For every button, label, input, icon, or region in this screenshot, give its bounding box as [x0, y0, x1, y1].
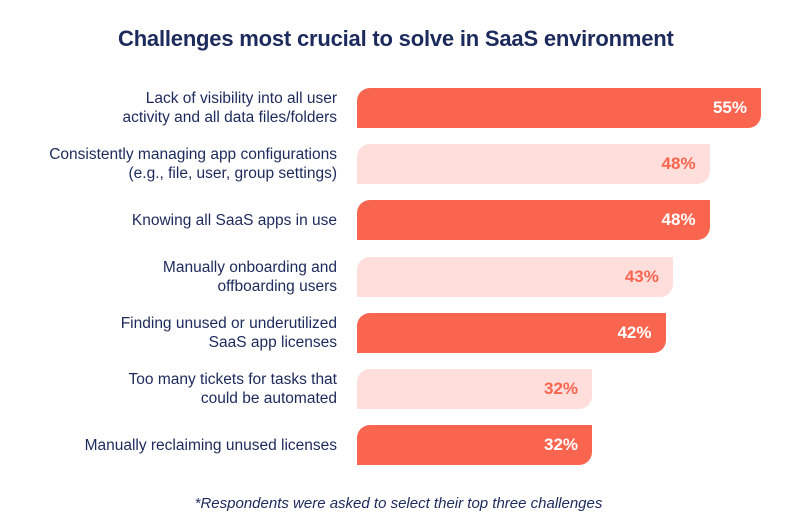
bar	[357, 425, 593, 466]
value-label: 32%	[544, 435, 579, 455]
value-label: 32%	[544, 379, 579, 398]
value-label: 55%	[712, 98, 747, 117]
chart-title: Challenges most crucial to solve in SaaS…	[118, 26, 674, 51]
bar	[357, 88, 761, 128]
footnote: *Respondents were asked to select their …	[194, 495, 603, 512]
category-label: Finding unused or underutilized SaaS app…	[120, 314, 337, 351]
bar	[357, 144, 710, 185]
category-label: Lack of visibility into all user activit…	[122, 90, 337, 126]
bar	[357, 256, 673, 297]
category-label: Too many tickets for tasks that could be…	[128, 371, 337, 407]
value-label: 43%	[624, 266, 659, 286]
category-label: Manually reclaiming unused licenses	[84, 436, 337, 454]
value-label: 48%	[661, 210, 696, 230]
value-label: 42%	[617, 322, 652, 342]
bar	[357, 200, 710, 241]
value-label: 48%	[661, 154, 696, 174]
category-label: Knowing all SaaS apps in use	[131, 211, 337, 229]
bar	[357, 369, 593, 409]
category-label: Consistently managing app configurations…	[49, 146, 337, 183]
bar	[357, 312, 666, 353]
category-label: Manually onboarding and offboarding user…	[162, 258, 337, 295]
